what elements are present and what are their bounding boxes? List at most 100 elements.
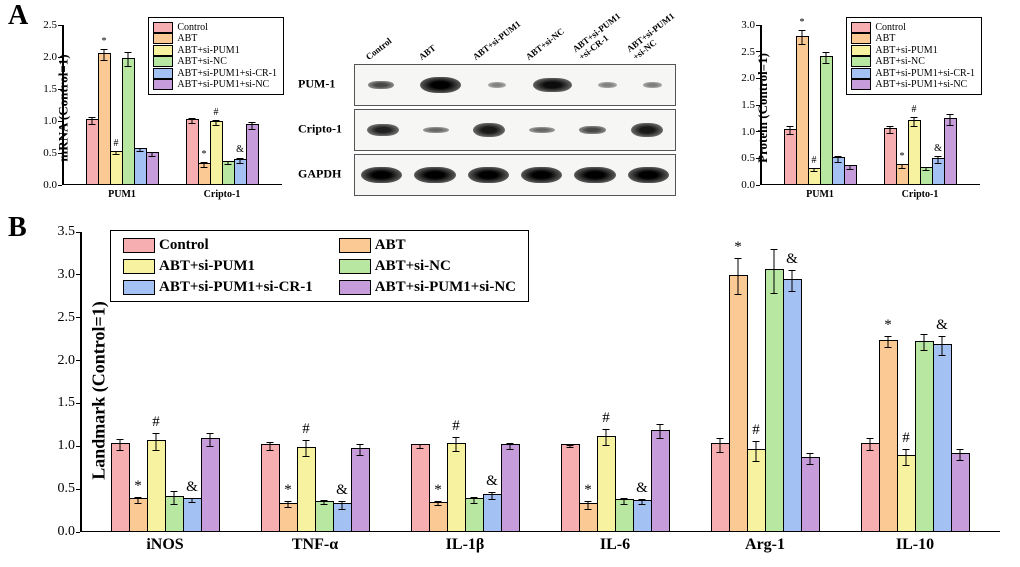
bar-abt_si_pum1 bbox=[597, 436, 616, 532]
y-tick-label: 0.0 bbox=[43, 179, 57, 191]
bar-abt_si_pum1_si_nc bbox=[501, 444, 520, 532]
x-group-label: IL-10 bbox=[896, 536, 934, 554]
bar-abt_si_pum1_si_nc bbox=[651, 430, 670, 532]
panel-a-left-chart: 0.00.51.01.52.02.5*#PUM1*#&Cripto-1Contr… bbox=[62, 25, 282, 185]
blot-row: GAPDH bbox=[354, 154, 674, 194]
y-tick-label: 3.0 bbox=[741, 19, 755, 31]
legend-item: ABT bbox=[339, 237, 516, 254]
x-group-label: IL-6 bbox=[600, 536, 630, 554]
blot-band bbox=[598, 82, 616, 88]
chart-legend: ControlABTABT+si-PUM1ABT+si-NCABT+si-PUM… bbox=[846, 17, 982, 95]
significance-mark: # bbox=[452, 418, 460, 435]
panel-a-right-ytitle: Protein (Control=1) bbox=[755, 53, 771, 163]
legend-label: Control bbox=[159, 237, 209, 254]
bar-abt_si_pum1_si_nc bbox=[944, 118, 957, 185]
blot-band bbox=[473, 123, 505, 137]
bar-abt_si_pum1_si_cr1 bbox=[933, 344, 952, 532]
blot-row: Cripto-1 bbox=[354, 109, 674, 149]
legend-item: Control bbox=[851, 22, 975, 33]
bar-abt_si_pum1_si_nc bbox=[246, 124, 259, 185]
significance-mark: * bbox=[434, 482, 442, 499]
blot-band bbox=[521, 167, 562, 183]
significance-mark: # bbox=[214, 107, 219, 118]
x-group-label: Arg-1 bbox=[745, 536, 785, 554]
legend-label: Control bbox=[177, 22, 208, 33]
bar-abt_si_pum1 bbox=[297, 447, 316, 532]
significance-mark: & bbox=[186, 479, 198, 496]
panel-b-chart: 0.00.51.01.52.02.53.03.5*#&iNOS*#&TNF-α*… bbox=[80, 232, 1000, 532]
panel-b-legend: ControlABTABT+si-PUM1ABT+si-NCABT+si-PUM… bbox=[110, 230, 529, 302]
significance-mark: * bbox=[284, 482, 292, 499]
legend-label: ABT+si-PUM1+si-CR-1 bbox=[177, 68, 277, 79]
blot-band bbox=[423, 127, 448, 133]
panel-b-ytitle: Landmark (Control=1) bbox=[89, 301, 110, 479]
blot-band bbox=[414, 167, 455, 183]
significance-mark: # bbox=[152, 414, 160, 431]
legend-swatch bbox=[851, 68, 871, 79]
blot-band bbox=[367, 124, 399, 137]
blot-band bbox=[628, 167, 669, 183]
legend-swatch bbox=[153, 68, 173, 79]
significance-mark: # bbox=[752, 422, 760, 439]
y-tick-label: 1.5 bbox=[741, 99, 755, 111]
blot-band bbox=[468, 167, 509, 183]
legend-item: ABT bbox=[153, 33, 277, 44]
blot-row-label: PUM-1 bbox=[298, 77, 350, 92]
x-group-label: IL-1β bbox=[446, 536, 485, 554]
bar-control bbox=[861, 443, 880, 532]
bar-abt_si_pum1_si_nc bbox=[146, 152, 159, 185]
blot-row-label: GAPDH bbox=[298, 167, 350, 182]
x-group-label: PUM1 bbox=[108, 189, 136, 200]
blot-lane-label: ABT+si-NC bbox=[524, 26, 566, 62]
bar-abt_si_nc bbox=[765, 269, 784, 532]
legend-item: Control bbox=[153, 22, 277, 33]
legend-swatch bbox=[851, 22, 871, 33]
significance-mark: # bbox=[902, 430, 910, 447]
bar-abt bbox=[579, 503, 598, 532]
significance-mark: & bbox=[486, 473, 498, 490]
bar-abt_si_pum1_si_cr1 bbox=[333, 503, 352, 532]
legend-item: ABT+si-PUM1+si-NC bbox=[153, 79, 277, 90]
blot-lane-box bbox=[354, 109, 676, 151]
legend-item: ABT+si-PUM1+si-CR-1 bbox=[153, 68, 277, 79]
significance-mark: & bbox=[786, 251, 798, 268]
legend-label: ABT+si-PUM1 bbox=[159, 258, 255, 275]
y-tick-label: 0.5 bbox=[58, 481, 76, 497]
legend-label: ABT+si-PUM1+si-NC bbox=[875, 79, 967, 90]
legend-label: ABT bbox=[375, 237, 406, 254]
blot-band bbox=[631, 123, 663, 137]
legend-item: ABT+si-PUM1 bbox=[851, 45, 975, 56]
significance-mark: & bbox=[636, 480, 648, 497]
y-tick-label: 3.0 bbox=[58, 267, 76, 283]
x-group-label: Cripto-1 bbox=[902, 189, 939, 200]
legend-item: ABT+si-NC bbox=[153, 56, 277, 67]
bar-abt_si_pum1 bbox=[147, 440, 166, 532]
bar-control bbox=[561, 444, 580, 532]
legend-swatch bbox=[123, 238, 155, 253]
significance-mark: & bbox=[336, 482, 348, 499]
legend-item: ABT+si-PUM1+si-NC bbox=[339, 279, 516, 296]
bar-control bbox=[711, 443, 730, 532]
legend-swatch bbox=[153, 79, 173, 90]
y-tick-label: 0.0 bbox=[741, 179, 755, 191]
bar-abt_si_pum1_si_nc bbox=[801, 457, 820, 532]
significance-mark: & bbox=[936, 317, 948, 334]
legend-item: ABT bbox=[851, 33, 975, 44]
panel-b-label: B bbox=[8, 212, 27, 244]
legend-swatch bbox=[153, 33, 173, 44]
bar-abt bbox=[879, 340, 898, 532]
bar-abt_si_nc bbox=[915, 341, 934, 532]
legend-item: ABT+si-PUM1+si-NC bbox=[851, 79, 975, 90]
significance-mark: * bbox=[102, 36, 107, 47]
legend-label: ABT+si-NC bbox=[875, 56, 925, 67]
y-tick-label: 2.5 bbox=[741, 46, 755, 58]
legend-label: ABT+si-NC bbox=[177, 56, 227, 67]
legend-label: ABT+si-PUM1+si-CR-1 bbox=[875, 68, 975, 79]
significance-mark: * bbox=[584, 482, 592, 499]
legend-swatch bbox=[851, 33, 871, 44]
bar-abt_si_pum1 bbox=[747, 449, 766, 532]
significance-mark: # bbox=[912, 104, 917, 115]
bar-abt bbox=[796, 36, 809, 185]
x-group-label: iNOS bbox=[146, 536, 183, 554]
y-tick-label: 2.0 bbox=[58, 353, 76, 369]
